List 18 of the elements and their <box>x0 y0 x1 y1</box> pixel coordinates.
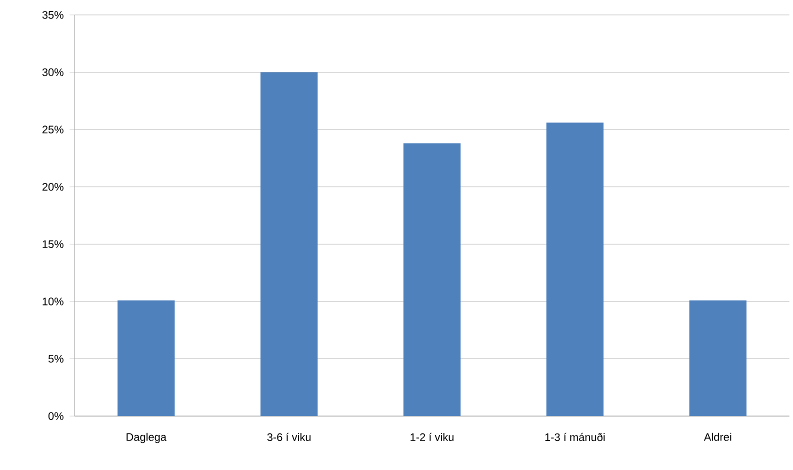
y-tick-label: 25% <box>42 126 64 134</box>
x-tick-label: Aldrei <box>704 432 732 441</box>
x-tick-label: 1-2 í viku <box>410 432 454 442</box>
x-tick-label: 3-6 í viku <box>267 432 311 442</box>
y-tick-label: 30% <box>42 68 64 76</box>
y-tick-label: 20% <box>42 183 64 191</box>
y-tick-label: 5% <box>48 355 64 363</box>
bar <box>403 143 461 416</box>
y-tick-label: 35% <box>42 11 64 19</box>
y-tick-label: 15% <box>42 240 64 248</box>
x-tick-label: 1-3 í mánuði <box>545 432 605 442</box>
bar <box>260 72 318 416</box>
bar <box>689 300 746 416</box>
bar <box>546 122 604 416</box>
x-tick-label: Daglega <box>126 432 167 444</box>
y-tick-label: 0% <box>48 412 64 420</box>
y-tick-label: 10% <box>42 298 64 306</box>
bar <box>118 300 175 416</box>
